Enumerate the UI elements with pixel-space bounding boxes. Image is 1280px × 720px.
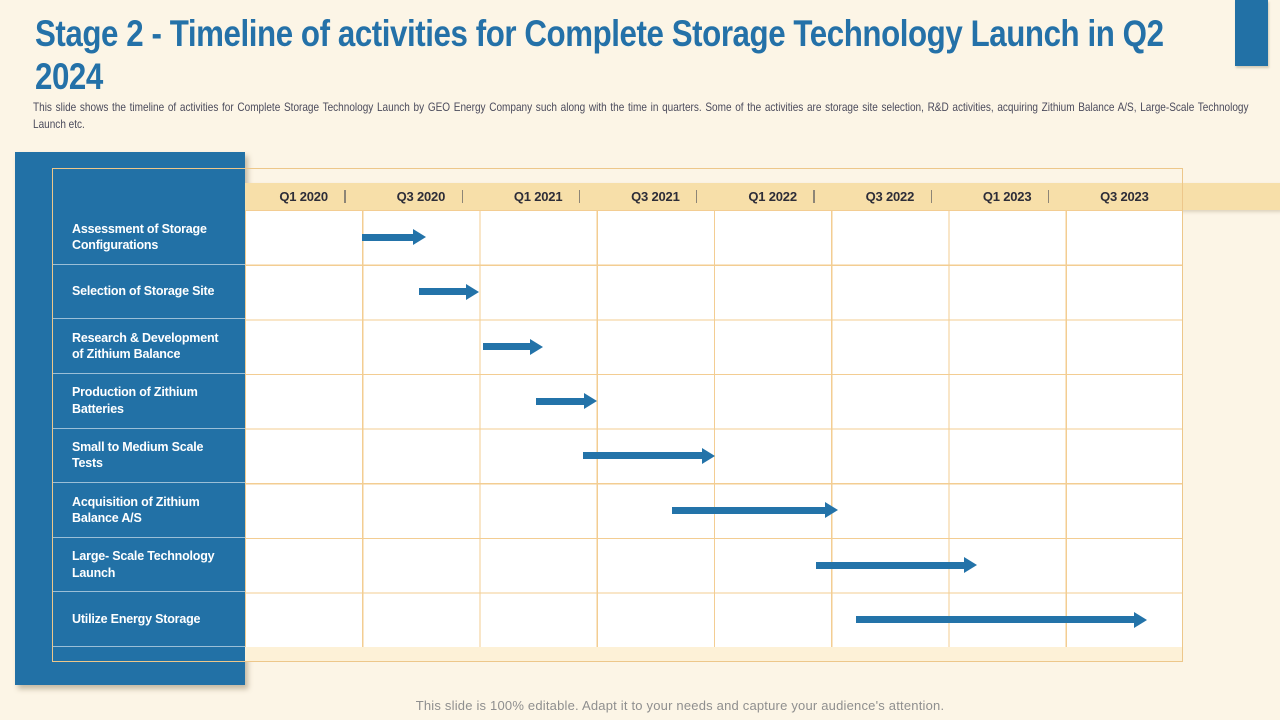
timeline-arrow bbox=[582, 447, 716, 464]
quarter-header-label: Q3 2023 bbox=[1100, 189, 1149, 204]
timeline-header-band bbox=[245, 183, 1280, 210]
quarter-header-label: Q3 2020 bbox=[396, 189, 446, 204]
quarter-header-label: Q1 2023 bbox=[982, 189, 1032, 204]
quarter-header-label: Q1 2022 bbox=[748, 189, 797, 204]
timeline-arrow bbox=[816, 557, 977, 574]
slide-title: Stage 2 - Timeline of activities for Com… bbox=[35, 13, 1164, 98]
table-bottom-strip bbox=[245, 647, 1183, 662]
header-tick-divider bbox=[344, 190, 346, 203]
activity-label: Assessment of Storage Configurations bbox=[53, 210, 245, 265]
header-tick-divider bbox=[578, 190, 581, 203]
quarter-header-label: Q3 2021 bbox=[631, 189, 680, 204]
timeline-arrow bbox=[483, 338, 543, 355]
timeline-arrow bbox=[535, 393, 597, 410]
timeline-arrow bbox=[671, 502, 839, 519]
slide-subtitle: This slide shows the timeline of activit… bbox=[33, 100, 1249, 132]
quarter-header-label: Q1 2020 bbox=[279, 189, 328, 204]
quarter-header-label: Q3 2022 bbox=[865, 189, 915, 204]
activity-label: Production of Zithium Batteries bbox=[53, 374, 245, 429]
header-tick-divider bbox=[813, 190, 815, 203]
corner-accent-bar bbox=[1235, 0, 1268, 66]
activity-label-panel bbox=[15, 152, 245, 685]
gantt-arrow-layer bbox=[245, 210, 1183, 647]
timeline-arrow bbox=[362, 229, 426, 246]
activity-label: Selection of Storage Site bbox=[53, 265, 245, 320]
header-tick-divider bbox=[461, 190, 463, 203]
timeline-arrow bbox=[418, 283, 480, 300]
timeline-arrow bbox=[855, 611, 1147, 628]
header-tick-divider bbox=[1047, 190, 1050, 203]
activity-label: Utilize Energy Storage bbox=[53, 592, 245, 647]
activity-label-column: Assessment of Storage Configurations Sele… bbox=[53, 210, 245, 647]
footer-note: This slide is 100% editable. Adapt it to… bbox=[415, 698, 945, 713]
activity-label: Research & Development of Zithium Balanc… bbox=[53, 319, 245, 374]
activity-label: Large- Scale Technology Launch bbox=[53, 538, 245, 593]
gantt-grid bbox=[245, 210, 1183, 647]
header-tick-divider bbox=[930, 190, 932, 203]
quarter-header-label: Q1 2021 bbox=[513, 189, 563, 204]
activity-label: Acquisition of Zithium Balance A/S bbox=[53, 483, 245, 538]
activity-label: Small to Medium Scale Tests bbox=[53, 429, 245, 484]
header-tick-divider bbox=[696, 190, 698, 203]
